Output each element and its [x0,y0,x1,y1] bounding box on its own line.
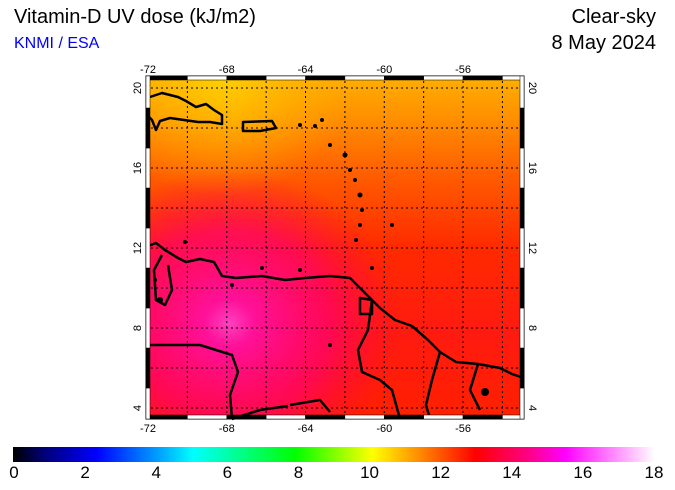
frame-bar [519,147,525,189]
lat-label-right: 16 [526,162,538,174]
frame-bar [384,75,424,81]
colorbar-tick-label: 12 [431,463,451,482]
frame-bar [145,75,151,109]
frame-bar [145,187,151,229]
sky-mode-label: Clear-sky [571,6,656,28]
lon-label-top: -56 [455,64,471,76]
lat-label-right: 4 [526,405,538,411]
frame-bar [519,75,525,109]
frame-bar [265,414,306,420]
frame-bar [226,75,267,81]
frame-bar [147,75,188,81]
colorbar-tick-label: 14 [502,463,522,482]
lat-label-right: 12 [526,242,538,254]
lat-label-left: 12 [132,242,144,254]
lat-label-left: 4 [132,405,144,411]
frame-bar [519,307,525,349]
colorbar-tick-label: 0 [9,463,19,482]
colorbar-tick-label: 18 [644,463,664,482]
lon-label-top: -72 [140,64,156,76]
frame-bar [265,75,306,81]
frame-bar [145,147,151,189]
frame-bar [519,387,525,420]
frame-bar [519,267,525,309]
frame-bar [519,187,525,229]
lon-label-top: -68 [219,64,235,76]
frame-bar [226,414,267,420]
colorbar-tick-label: 8 [293,463,304,482]
colorbar-tick-label: 6 [222,463,233,482]
lat-label-left: 20 [132,82,144,94]
graticule [146,76,524,419]
lon-label-bottom: -56 [455,423,471,435]
axis-labels: -72 -72 -68 -68 -64 -64 -60 -60 -56 -56 20 20 16 16 12… [132,64,538,435]
colorbar-tick-label: 10 [360,463,380,482]
lon-label-bottom: -72 [140,423,156,435]
lon-label-bottom: -64 [298,423,314,435]
lat-label-right: 20 [526,82,538,94]
lon-label-bottom: -68 [219,423,235,435]
frame-bar [145,267,151,309]
lon-label-top: -60 [376,64,392,76]
south-america-coast [147,241,525,380]
lon-label-top: -64 [298,64,314,76]
puerto-rico-coast [241,119,278,133]
frame-bar [145,227,151,269]
frame-bar [519,347,525,389]
frame-bar [147,414,188,420]
frame-bar [384,414,424,420]
border-colombia-venezuela [148,343,240,420]
frame-bar [519,107,525,149]
trinidad-coast [358,296,374,316]
frame-bar [145,107,151,149]
frame-bar [187,414,228,420]
frame-bar [305,414,346,420]
border-suriname-guiana [468,363,482,411]
border-venezuela-guyana [356,299,402,420]
uv-dose-map: -72 -72 -68 -68 -64 -64 -60 -60 -56 -56 20 20 16 16 12… [132,64,538,435]
frame-bar [423,75,464,81]
lat-label-left: 16 [132,162,144,174]
credit-label: KNMI / ESA [14,35,100,52]
colorbar [13,447,655,462]
colorbar-tick-label: 16 [573,463,593,482]
small-islands [153,118,489,396]
border-guyana-suriname [424,351,442,420]
lat-label-left: 8 [132,325,144,331]
frame-bar [344,414,385,420]
frame-bar [145,387,151,420]
frame-bar [462,75,503,81]
map-frame [145,75,525,420]
frame-bar [305,75,346,81]
lon-label-bottom: -60 [376,423,392,435]
colorbar-tick-label: 4 [151,463,161,482]
frame-bar [423,414,464,420]
frame-bar [344,75,385,81]
frame-bar [519,227,525,269]
frame-bar [145,347,151,389]
frame-bar [145,307,151,349]
frame-bar [462,414,503,420]
colorbar-tick-label: 2 [80,463,90,482]
hispaniola-coast [147,91,224,132]
lat-label-right: 8 [526,325,538,331]
date-label: 8 May 2024 [551,32,656,54]
frame-bar [187,75,228,81]
map-title: Vitamin-D UV dose (kJ/m2) [14,6,256,28]
